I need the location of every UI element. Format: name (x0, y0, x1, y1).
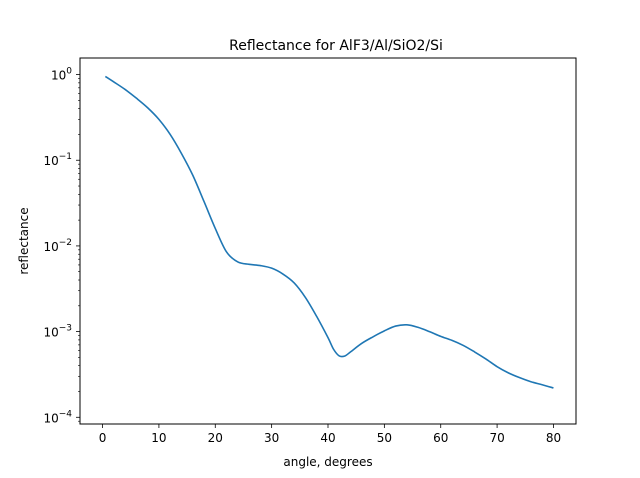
x-tick-label: 20 (208, 431, 223, 445)
x-tick-label: 60 (433, 431, 448, 445)
x-axis: 0 10 20 30 40 50 60 70 80 (99, 424, 561, 445)
x-tick-label: 80 (546, 431, 561, 445)
y-tick-label: 10−4 (43, 409, 72, 425)
y-tick-label: 10−1 (43, 152, 72, 168)
series-line (104, 75, 554, 389)
x-tick-label: 10 (151, 431, 166, 445)
x-axis-label: angle, degrees (283, 455, 372, 469)
y-axis-label: reflectance (17, 207, 31, 274)
y-tick-label: 10−3 (43, 324, 72, 340)
x-tick-label: 70 (489, 431, 504, 445)
x-tick-label: 30 (264, 431, 279, 445)
chart-title: Reflectance for AlF3/Al/SiO2/Si (229, 38, 443, 54)
y-tick-label: 10−2 (43, 238, 72, 254)
x-tick-label: 40 (320, 431, 335, 445)
x-tick-label: 0 (99, 431, 107, 445)
y-tick-label: 100 (51, 67, 72, 83)
plot-area (104, 75, 554, 389)
x-tick-label: 50 (377, 431, 392, 445)
y-axis: 100 10−1 10−2 10−3 10−4 (43, 67, 80, 425)
